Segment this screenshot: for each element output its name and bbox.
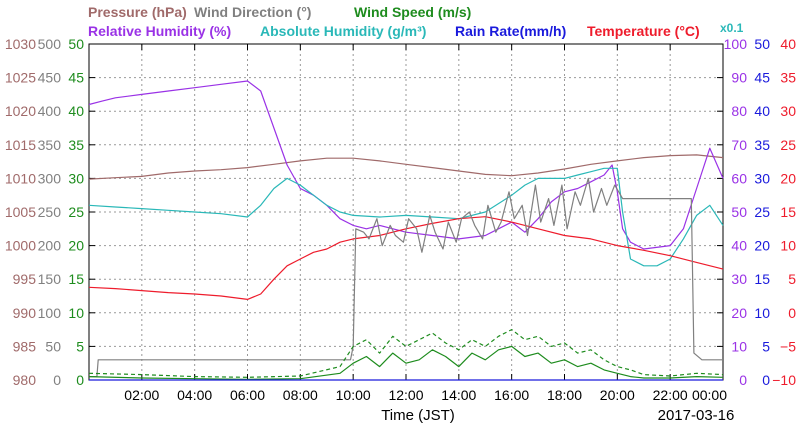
y-tick-label-wind-speed: 20 — [68, 238, 84, 254]
y-tick-label-humidity: 80 — [731, 103, 747, 119]
y-tick-label-humidity: 20 — [731, 305, 747, 321]
y-tick-label-wind-speed: 40 — [68, 103, 84, 119]
y-tick-label-humidity: 90 — [731, 70, 747, 86]
y-tick-label-wind-speed: 35 — [68, 137, 84, 153]
y-tick-label-rain: 35 — [754, 137, 770, 153]
y-tick-label-rain: 0 — [762, 372, 770, 388]
legend-abs-note: x0.1 — [720, 21, 744, 35]
y-tick-label-rain: 45 — [754, 70, 770, 86]
y-tick-label-wind-speed: 30 — [68, 170, 84, 186]
y-tick-label-wind-direction: 200 — [38, 238, 62, 254]
y-tick-label-pressure: 1020 — [5, 103, 36, 119]
y-tick-label-rain: 50 — [754, 36, 770, 52]
plot-layer: 02:00 04:00 06:00 08:00 10:00 12:00 14:00 16:00… — [5, 36, 796, 403]
y-tick-label-temperature: 0 — [788, 305, 796, 321]
x-tick-label: 14:00 — [441, 387, 476, 403]
legend-wind-speed: Wind Speed (m/s) — [354, 4, 471, 20]
y-tick-label-temperature: −5 — [780, 338, 796, 354]
y-tick-label-wind-direction: 50 — [45, 338, 61, 354]
y-tick-label-pressure: 985 — [13, 338, 37, 354]
legend-temperature: Temperature (°C) — [587, 23, 700, 39]
y-tick-label-rain: 20 — [754, 238, 770, 254]
y-tick-label-temperature: 5 — [788, 271, 796, 287]
y-tick-label-humidity: 100 — [724, 36, 748, 52]
y-tick-label-wind-direction: 0 — [53, 372, 61, 388]
y-tick-label-pressure: 1005 — [5, 204, 36, 220]
series-line-wind-speed-m-s — [88, 329, 724, 378]
x-tick-label: 02:00 — [124, 387, 159, 403]
x-tick-label: 00:00 — [692, 387, 727, 403]
y-tick-label-temperature: 10 — [780, 238, 796, 254]
y-tick-label-rain: 40 — [754, 103, 770, 119]
y-tick-label-wind-direction: 300 — [38, 170, 62, 186]
y-tick-label-wind-direction: 400 — [38, 103, 62, 119]
legend-pressure: Pressure (hPa) — [88, 4, 187, 20]
y-tick-label-pressure: 1030 — [5, 36, 36, 52]
y-tick-label-temperature: 35 — [780, 70, 796, 86]
y-tick-label-rain: 25 — [754, 204, 770, 220]
y-tick-label-pressure: 990 — [13, 305, 37, 321]
x-tick-label: 18:00 — [547, 387, 582, 403]
legend-relative-humidity: Relative Humidity (%) — [88, 23, 231, 39]
y-tick-label-temperature: 30 — [780, 103, 796, 119]
y-tick-label-wind-direction: 450 — [38, 70, 62, 86]
y-tick-label-wind-speed: 0 — [76, 372, 84, 388]
x-tick-label: 16:00 — [494, 387, 529, 403]
y-tick-label-temperature: 15 — [780, 204, 796, 220]
y-tick-label-wind-speed: 25 — [68, 204, 84, 220]
legend-wind-direction: Wind Direction (°) — [194, 4, 311, 20]
x-tick-label: 20:00 — [600, 387, 635, 403]
series-line-relative-humidity — [88, 80, 724, 250]
y-tick-label-humidity: 0 — [739, 372, 747, 388]
y-tick-label-wind-speed: 45 — [68, 70, 84, 86]
y-tick-label-wind-direction: 100 — [38, 305, 62, 321]
y-tick-label-wind-direction: 250 — [38, 204, 62, 220]
y-tick-label-rain: 15 — [754, 271, 770, 287]
y-tick-label-pressure: 980 — [13, 372, 37, 388]
y-tick-label-rain: 30 — [754, 170, 770, 186]
y-tick-label-pressure: 1025 — [5, 70, 36, 86]
date-label: 2017-03-16 — [658, 407, 735, 424]
y-tick-label-wind-direction: 500 — [38, 36, 62, 52]
y-tick-label-temperature: 25 — [780, 137, 796, 153]
y-tick-label-temperature: 40 — [780, 36, 796, 52]
y-tick-label-temperature: 20 — [780, 170, 796, 186]
y-tick-label-wind-speed: 15 — [68, 271, 84, 287]
y-tick-label-pressure: 1015 — [5, 137, 36, 153]
y-tick-label-wind-direction: 150 — [38, 271, 62, 287]
y-tick-label-wind-speed: 5 — [76, 338, 84, 354]
y-tick-label-humidity: 30 — [731, 271, 747, 287]
legend-absolute-humidity: Absolute Humidity (g/m³) — [260, 23, 426, 39]
y-tick-label-humidity: 50 — [731, 204, 747, 220]
x-tick-label: 12:00 — [388, 387, 423, 403]
y-tick-label-rain: 10 — [754, 305, 770, 321]
y-tick-label-rain: 5 — [762, 338, 770, 354]
legend-rain-rate: Rain Rate(mm/h) — [455, 23, 566, 39]
y-tick-label-humidity: 40 — [731, 238, 747, 254]
x-tick-label: 06:00 — [230, 387, 265, 403]
x-tick-label: 08:00 — [283, 387, 318, 403]
x-tick-label: 04:00 — [177, 387, 212, 403]
series-line-temperature-c — [88, 216, 724, 300]
series-line-wind-direction — [89, 177, 723, 378]
y-tick-label-temperature: −10 — [772, 372, 796, 388]
x-tick-label: 10:00 — [336, 387, 371, 403]
legend: Pressure (hPa) Wind Direction (°) Wind S… — [88, 4, 744, 39]
y-tick-label-humidity: 70 — [731, 137, 747, 153]
series-line-absolute-humidity-g-m — [88, 167, 724, 267]
y-tick-label-pressure: 1000 — [5, 238, 36, 254]
y-tick-label-wind-speed: 10 — [68, 305, 84, 321]
y-tick-label-pressure: 1010 — [5, 170, 36, 186]
y-tick-label-humidity: 10 — [731, 338, 747, 354]
series-line-wind-speed-m-s — [88, 345, 724, 380]
x-axis-label: Time (JST) — [381, 407, 455, 424]
y-tick-label-humidity: 60 — [731, 170, 747, 186]
y-tick-label-wind-speed: 50 — [68, 36, 84, 52]
y-tick-label-pressure: 995 — [13, 271, 37, 287]
x-tick-label: 22:00 — [653, 387, 688, 403]
series-line-pressure-hpa — [88, 154, 724, 180]
y-tick-label-wind-direction: 350 — [38, 137, 62, 153]
